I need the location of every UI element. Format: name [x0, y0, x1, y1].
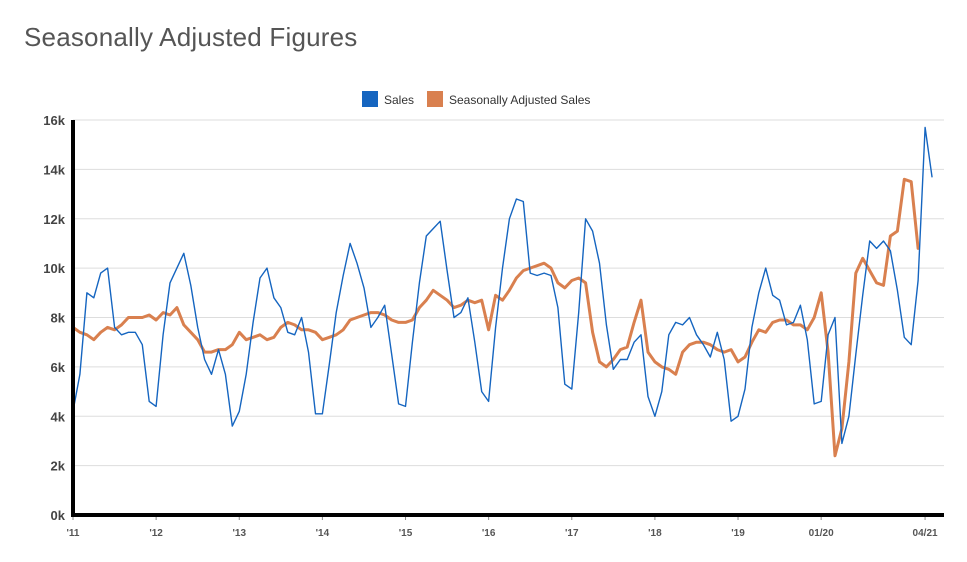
- x-tick-label: '11: [67, 528, 80, 539]
- chart-gridlines: [73, 119, 944, 467]
- x-tick-label: '12: [149, 528, 163, 539]
- chart-axes: [71, 120, 944, 517]
- series-line-sales: [72, 126, 933, 445]
- x-tick-label: '18: [648, 528, 662, 539]
- y-axis-ticks: 0k 2k 4k 6k 8k 10k 12k 14k 16k: [43, 113, 65, 523]
- chart-series: [71, 126, 933, 458]
- y-tick-label: 14k: [43, 162, 65, 177]
- y-tick-label: 6k: [51, 360, 66, 375]
- chart-legend: Sales Seasonally Adjusted Sales: [362, 91, 590, 107]
- x-tick-label: '19: [731, 528, 745, 539]
- x-axis-ticks: '11 '12 '13 '14 '15 '16 '17 '18 '19 01/20 04/21: [67, 515, 938, 539]
- x-tick-label: '17: [565, 528, 579, 539]
- y-tick-label: 16k: [43, 113, 65, 128]
- x-tick-label: '13: [233, 528, 247, 539]
- series-line-seasonally-adjusted-sales: [71, 177, 920, 458]
- x-tick-label: 04/21: [913, 528, 938, 539]
- x-tick-label: '15: [399, 528, 413, 539]
- y-tick-label: 12k: [43, 212, 65, 227]
- y-tick-label: 4k: [51, 409, 66, 424]
- legend-label: Seasonally Adjusted Sales: [449, 93, 590, 107]
- x-tick-label: '16: [482, 528, 496, 539]
- legend-label: Sales: [384, 93, 414, 107]
- y-tick-label: 10k: [43, 261, 65, 276]
- page-title: Seasonally Adjusted Figures: [24, 22, 358, 52]
- legend-swatch: [362, 91, 378, 107]
- legend-swatch: [427, 91, 443, 107]
- y-tick-label: 2k: [51, 459, 66, 474]
- y-tick-label: 8k: [51, 311, 66, 326]
- x-tick-label: '14: [316, 528, 330, 539]
- y-tick-label: 0k: [51, 508, 66, 523]
- x-tick-label: 01/20: [809, 528, 834, 539]
